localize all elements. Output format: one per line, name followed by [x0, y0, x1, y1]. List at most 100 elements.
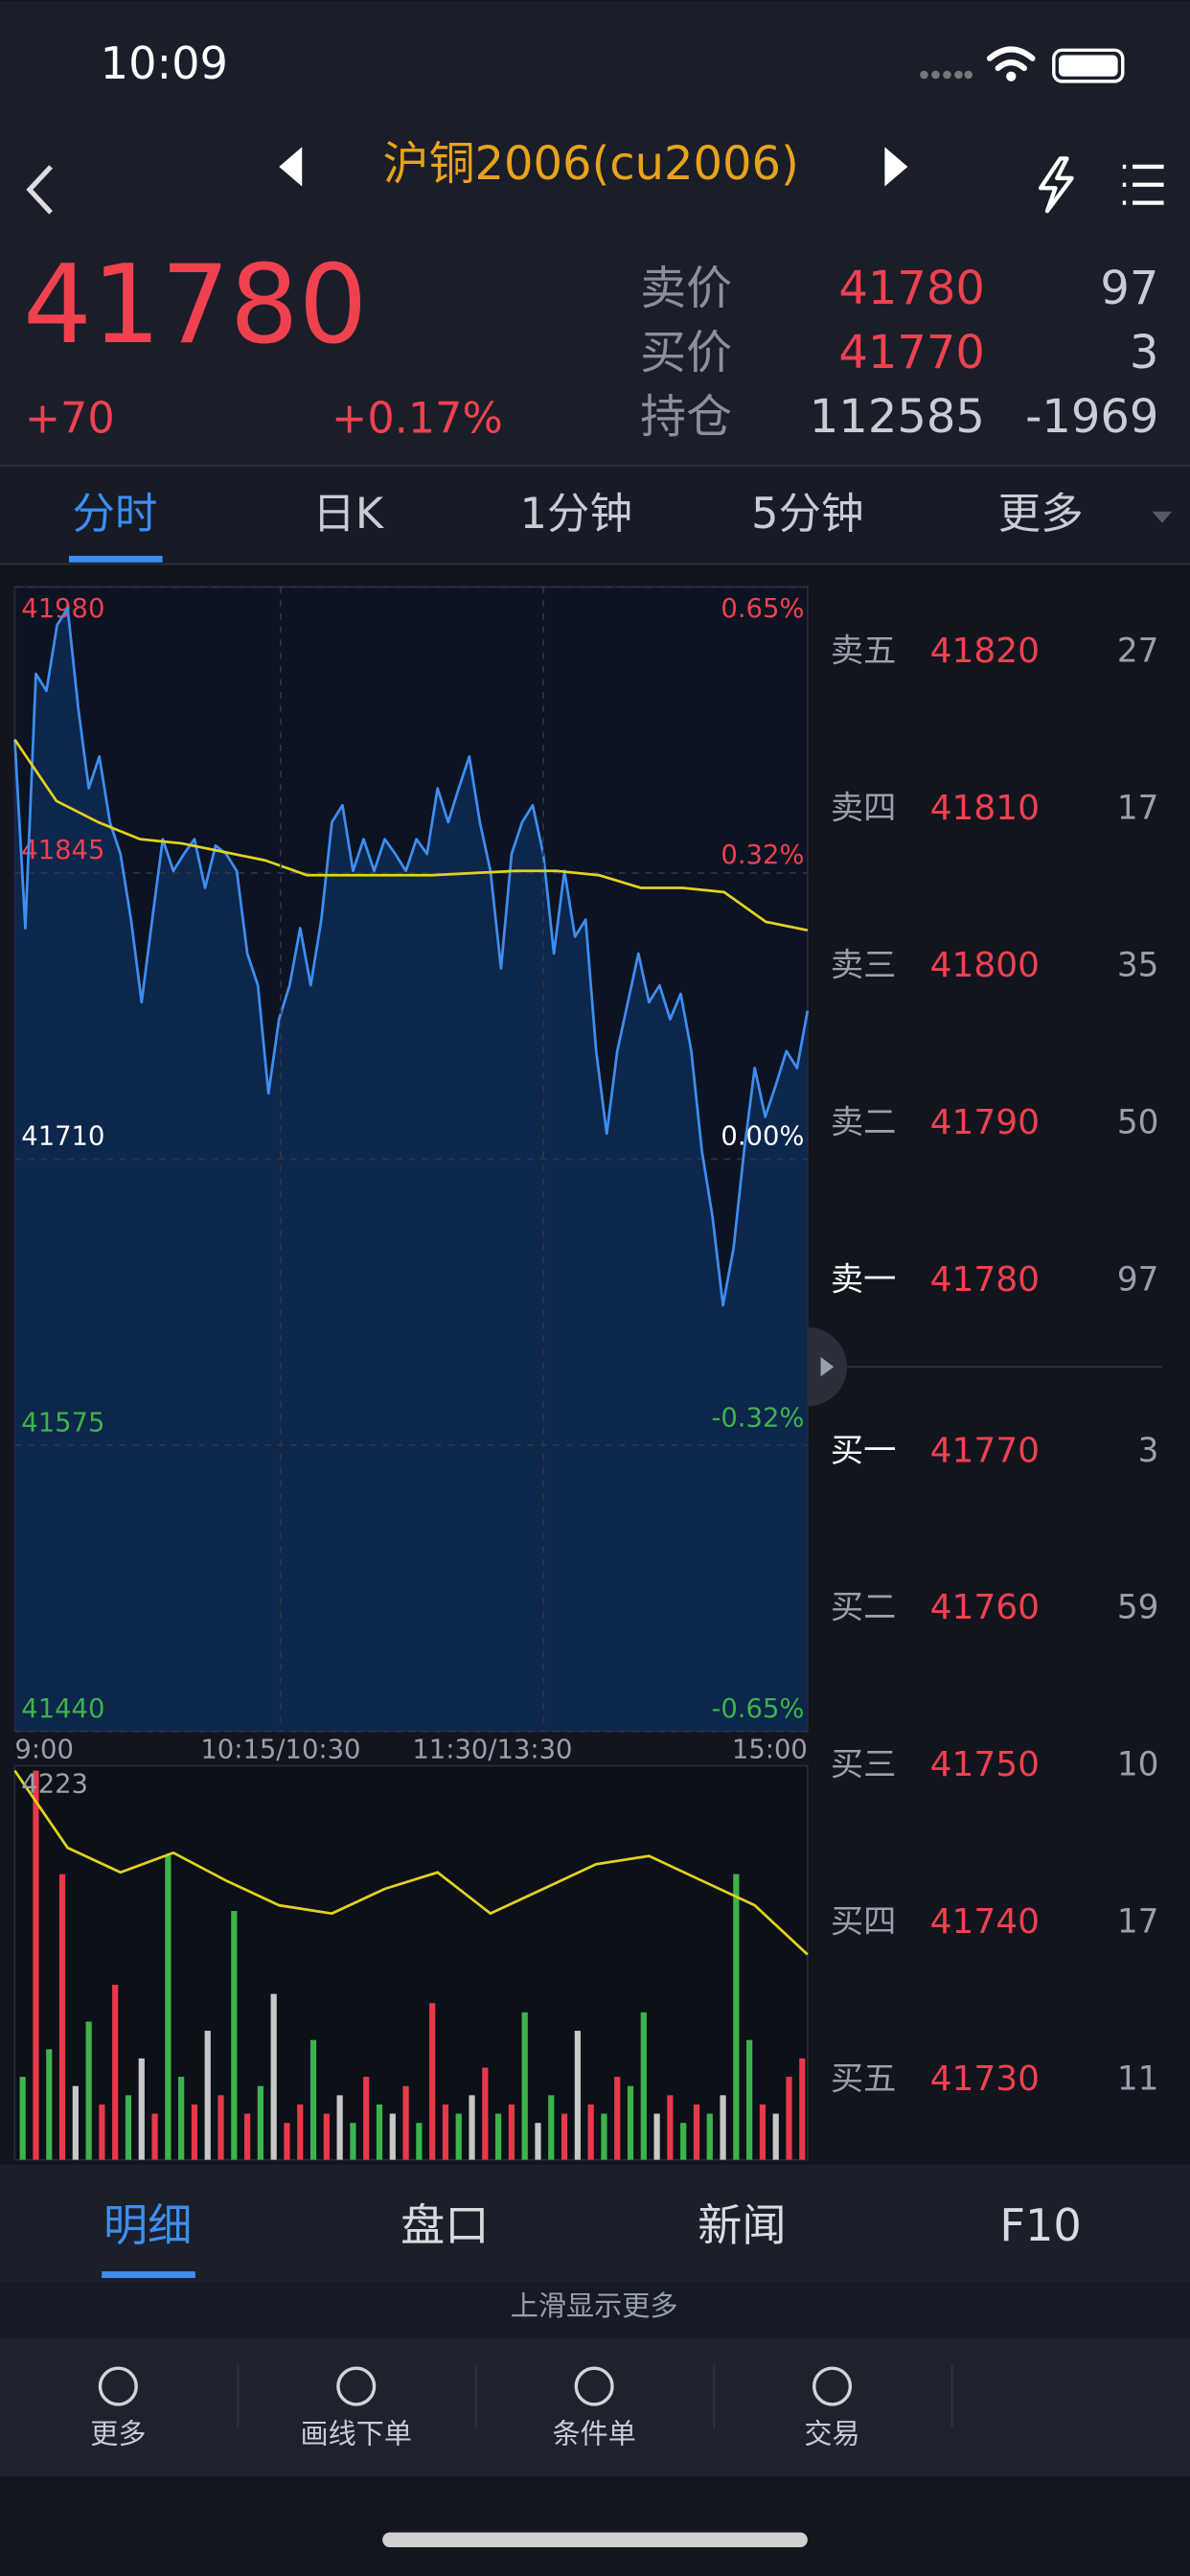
volume-bar: [495, 2113, 502, 2160]
bottom-tab[interactable]: 盘口: [400, 2199, 490, 2251]
volume-bar: [151, 2113, 158, 2160]
volume-bar: [309, 2039, 317, 2160]
volume-bar: [217, 2095, 224, 2160]
bottom-tab[interactable]: 明细: [103, 2199, 193, 2251]
toolbar-label[interactable]: 交易: [804, 2417, 859, 2450]
toolbar-icon[interactable]: [574, 2366, 614, 2406]
book-qty: 50: [1117, 1103, 1159, 1141]
volume-bar: [720, 2095, 726, 2160]
x-tick-label: 10:15/10:30: [200, 1736, 360, 1765]
period-tab[interactable]: 更多: [998, 489, 1084, 539]
y-tick-label: 41980: [21, 594, 104, 624]
x-tick-label: 11:30/13:30: [412, 1736, 572, 1765]
toolbar-icon[interactable]: [98, 2366, 138, 2406]
toolbar-label[interactable]: 更多: [90, 2417, 146, 2450]
bottom-tab[interactable]: F10: [999, 2199, 1081, 2251]
price-area: [14, 608, 808, 1732]
volume-bar: [627, 2085, 634, 2160]
volume-bar: [772, 2113, 779, 2160]
period-tab[interactable]: 分时: [72, 489, 157, 539]
volume-bar: [482, 2067, 489, 2160]
y2-tick-label: 0.65%: [721, 594, 804, 624]
book-price: 41780: [930, 1260, 1040, 1300]
volume-bar: [58, 1874, 66, 2160]
book-label: 卖五: [831, 632, 897, 671]
book-qty: 11: [1117, 2060, 1159, 2099]
y-tick-label: 41575: [21, 1408, 104, 1438]
signal: [920, 70, 973, 80]
volume-bar: [138, 2058, 145, 2160]
volume-bar: [442, 2104, 449, 2160]
price-change: +70: [25, 393, 115, 443]
quote-price: 41770: [838, 326, 985, 380]
toolbar-icon[interactable]: [812, 2366, 853, 2406]
volume-bar: [653, 2113, 660, 2160]
volume-bar: [535, 2123, 541, 2160]
volume-bar: [363, 2077, 370, 2160]
period-tab[interactable]: 日K: [312, 489, 385, 539]
book-label: 买三: [831, 1746, 897, 1784]
y2-tick-label: -0.65%: [712, 1694, 805, 1724]
price-line: [13, 607, 810, 1307]
volume-bar: [33, 1770, 39, 2160]
quote-qty: 97: [1100, 262, 1158, 315]
volume-bar: [350, 2123, 356, 2160]
toolbar-label[interactable]: 条件单: [552, 2417, 635, 2450]
volume-bar: [99, 2104, 105, 2160]
volume-bar: [667, 2095, 674, 2160]
book-qty: 59: [1117, 1589, 1159, 1627]
book-label: 卖三: [831, 946, 897, 984]
volume-chart-frame: [13, 1764, 809, 2161]
y-tick-label: 41845: [21, 836, 104, 865]
open-interest-line: [13, 1769, 809, 1956]
volume-bar: [429, 2003, 436, 2160]
x-tick-label: 9:00: [14, 1736, 74, 1765]
next-contract[interactable]: [884, 147, 908, 187]
quote-label: 持仓: [640, 390, 732, 444]
status-time: 10:09: [101, 37, 228, 89]
prev-contract[interactable]: [279, 147, 303, 187]
quote-price: 41780: [838, 262, 985, 315]
toolbar-label[interactable]: 画线下单: [301, 2417, 412, 2450]
y2-tick-label: 0.00%: [721, 1122, 804, 1152]
menu-button[interactable]: [1122, 164, 1164, 205]
period-tab[interactable]: 5分钟: [751, 489, 863, 539]
book-label: 买四: [831, 1903, 897, 1942]
volume-bar: [46, 2049, 53, 2160]
book-price: 41810: [930, 789, 1040, 828]
period-tab[interactable]: 1分钟: [520, 489, 632, 539]
quote-price: 112585: [810, 390, 985, 444]
volume-bar: [85, 2021, 92, 2160]
volume-bar: [746, 2039, 753, 2160]
toolbar-icon[interactable]: [336, 2366, 377, 2406]
volume-bar: [257, 2085, 263, 2160]
bottom-tab[interactable]: 新闻: [698, 2199, 787, 2251]
tab-bar-bg: [0, 465, 1190, 564]
back-button[interactable]: [26, 165, 53, 215]
volume-bar: [601, 2113, 607, 2160]
hint-bg: [0, 2283, 1190, 2339]
battery: [1052, 48, 1125, 83]
y2-tick-label: -0.32%: [712, 1404, 805, 1434]
toolbar-bg: [0, 2338, 1190, 2477]
volume-bar: [455, 2113, 462, 2160]
volume-bar: [231, 1911, 238, 2160]
book-qty: 17: [1117, 789, 1159, 827]
more-dropdown[interactable]: [1152, 511, 1173, 523]
quote-label: 卖价: [640, 262, 732, 315]
flash-button[interactable]: [1038, 156, 1074, 214]
volume-bar: [191, 2104, 198, 2160]
volume-bar: [508, 2104, 515, 2160]
book-price: 41790: [930, 1103, 1040, 1142]
wifi-dot: [1006, 71, 1017, 81]
volume-bar: [178, 2077, 185, 2160]
book-price: 41730: [930, 2059, 1040, 2099]
volume-bar: [706, 2113, 713, 2160]
volume-bar: [416, 2123, 423, 2160]
last-price: 41780: [23, 242, 368, 368]
volume-bar: [693, 2104, 700, 2160]
volume-bar: [389, 2113, 396, 2160]
volume-bar: [402, 2085, 409, 2160]
book-price: 41740: [930, 1902, 1040, 1942]
